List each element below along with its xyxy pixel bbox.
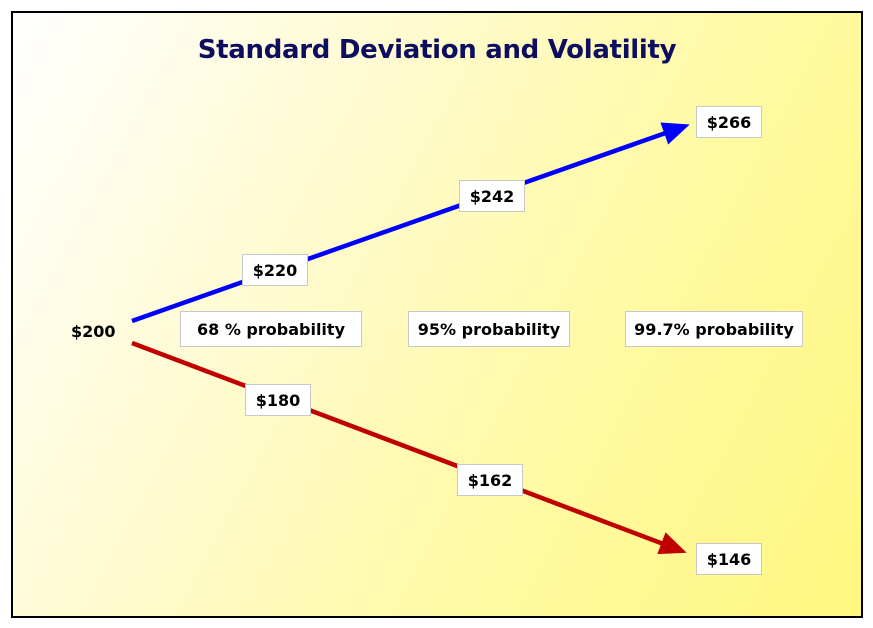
up-price-step-2: $242 — [459, 180, 525, 212]
up-path-arrow — [131, 122, 690, 324]
probability-2-sigma: 95% probability — [408, 311, 570, 347]
down-price-step-3: $146 — [696, 543, 762, 575]
probability-1-sigma: 68 % probability — [180, 311, 362, 347]
up-price-step-1: $220 — [242, 254, 308, 286]
start-price-label: $200 — [71, 322, 116, 341]
diagram-title: Standard Deviation and Volatility — [197, 35, 677, 65]
down-price-step-1: $180 — [245, 384, 311, 416]
probability-3-sigma: 99.7% probability — [625, 311, 803, 347]
down-path-arrow — [131, 340, 687, 555]
down-price-step-2: $162 — [457, 464, 523, 496]
diagram-frame: Standard Deviation and Volatility $200 $… — [11, 11, 863, 618]
up-price-step-3: $266 — [696, 106, 762, 138]
price-path-arrows — [131, 122, 690, 555]
